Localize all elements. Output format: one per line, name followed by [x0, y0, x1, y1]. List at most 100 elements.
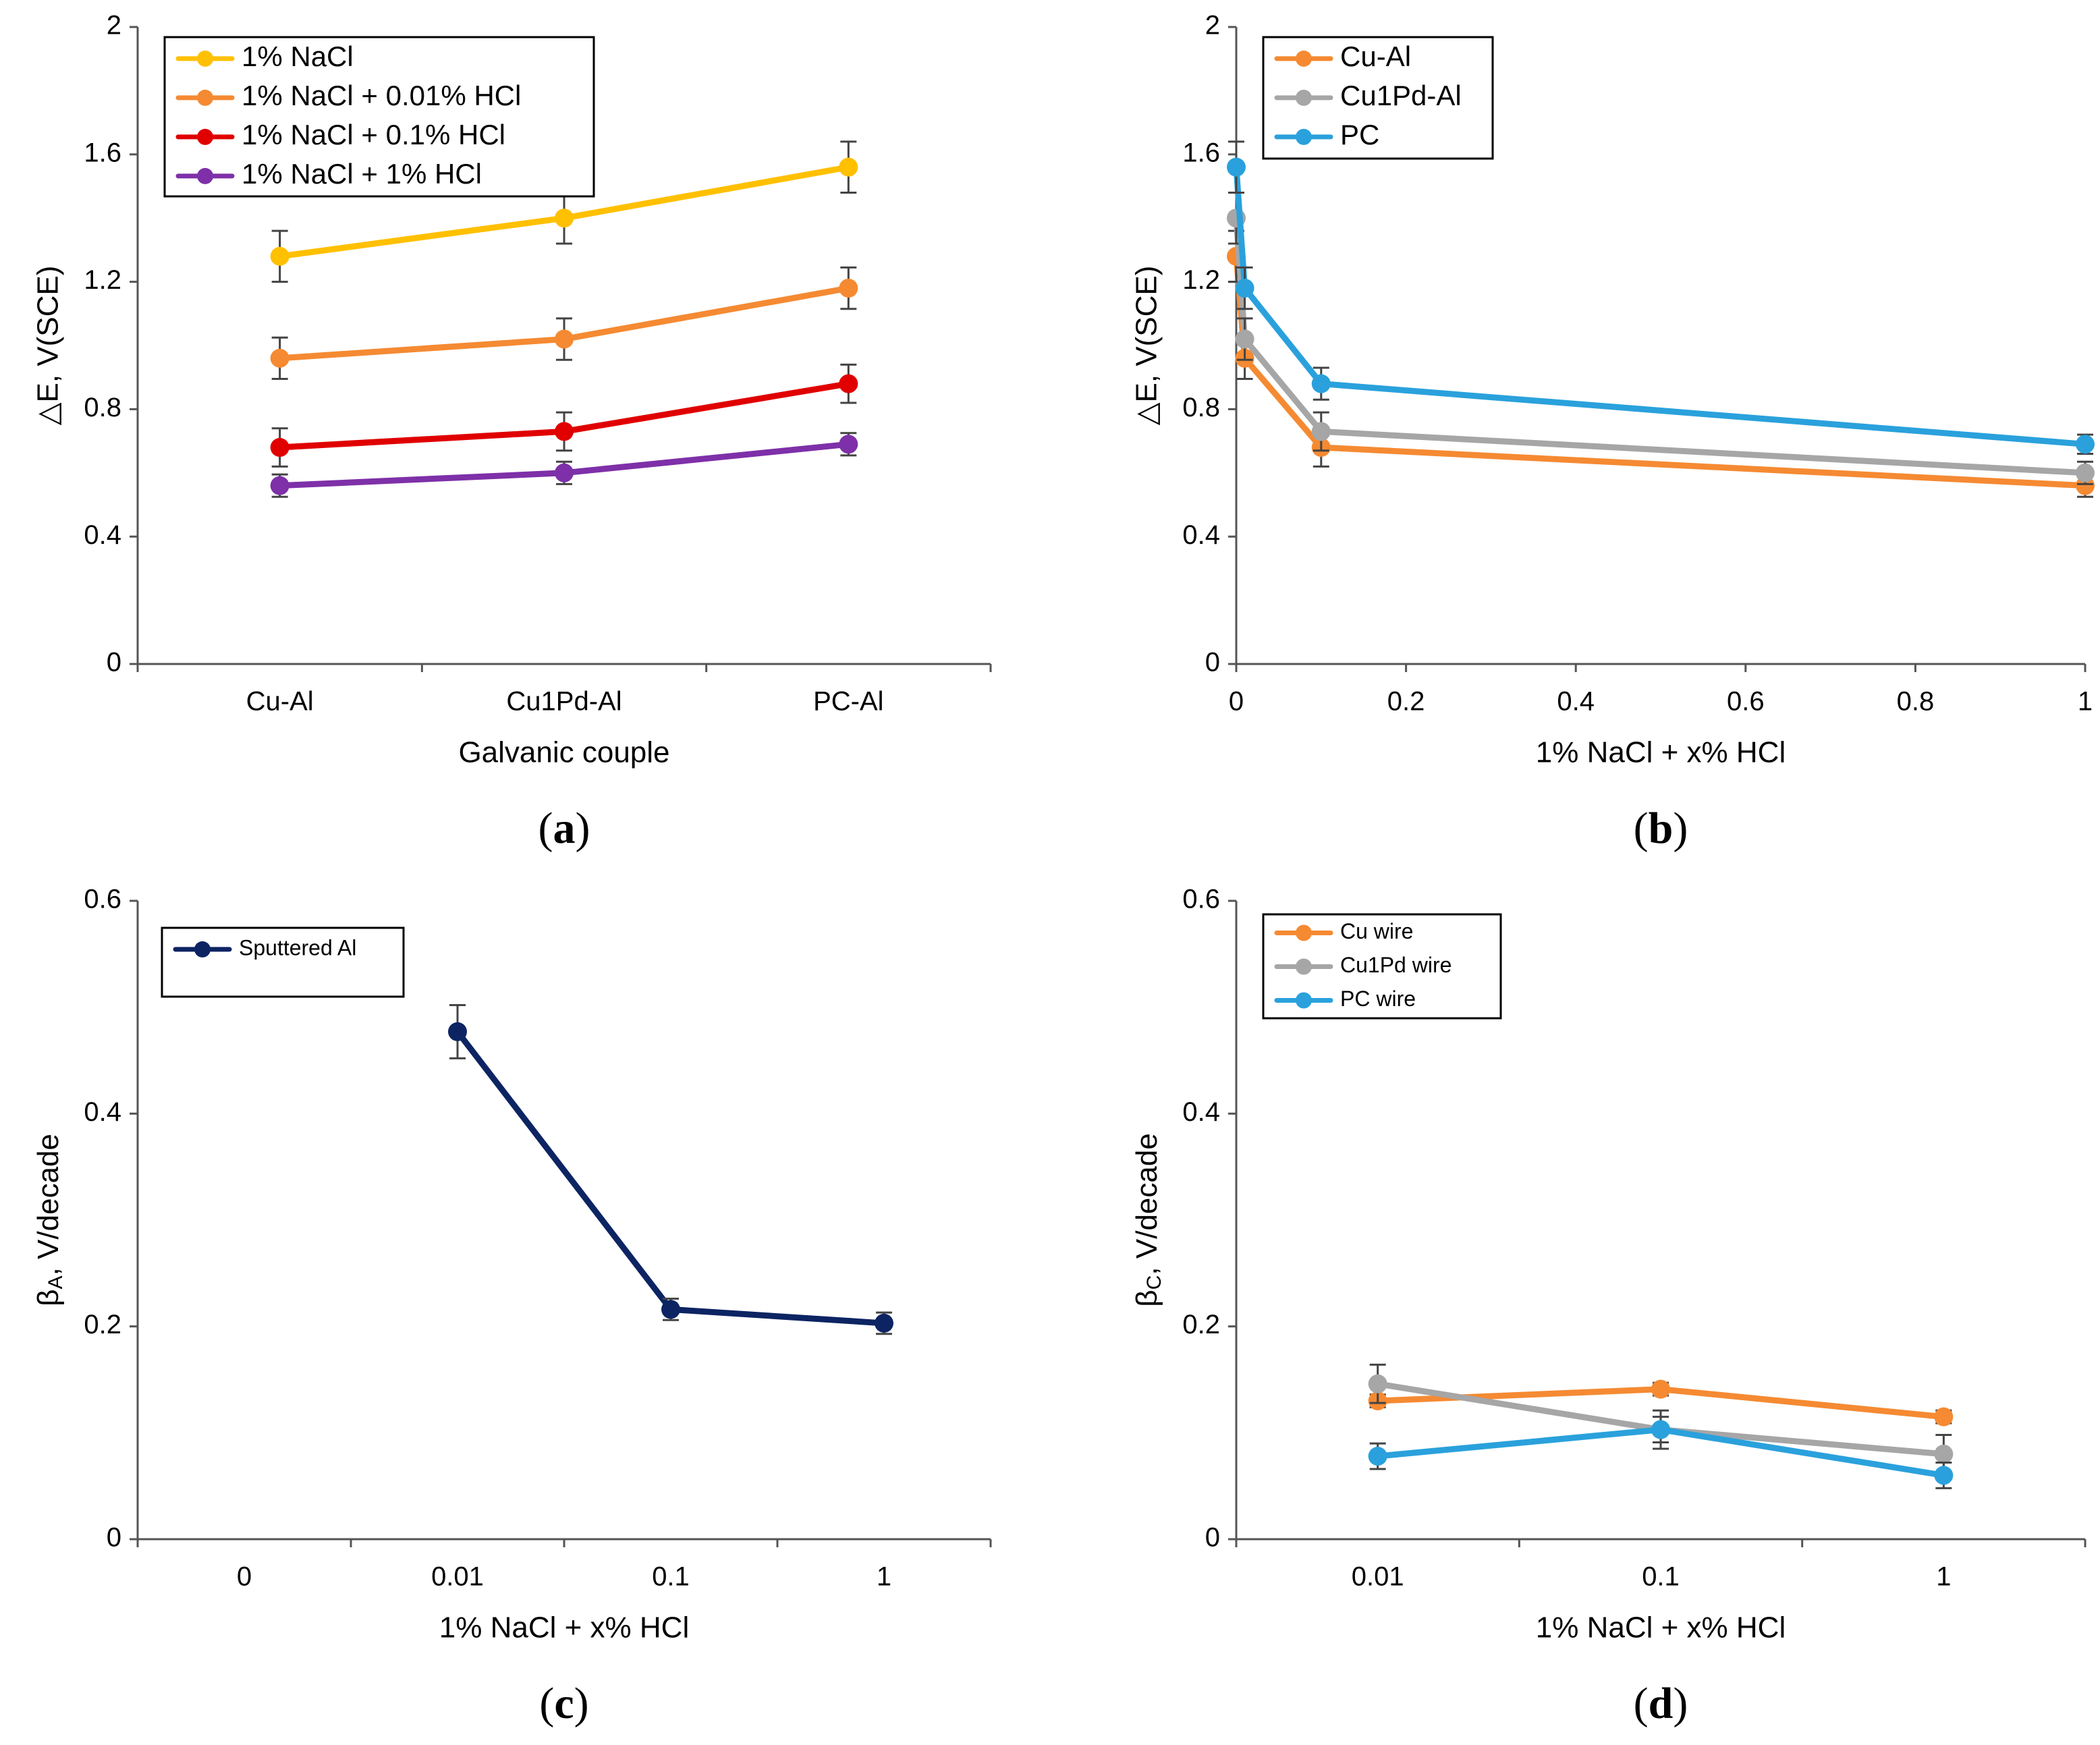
x-axis-title: 1% NaCl + x% HCl: [1536, 1611, 1786, 1644]
panel-label-open: (: [1634, 804, 1649, 853]
legend-box: [163, 36, 595, 198]
x-tick-label: 0.1: [1642, 1562, 1680, 1592]
panel-label-close: ): [1673, 1679, 1688, 1728]
legend: Cu-Al Cu1Pd-Al PC: [1262, 36, 1494, 160]
series-line: [1233, 215, 2089, 476]
panel-label: (c): [539, 1679, 588, 1728]
series-2: [270, 363, 858, 468]
legend-label: Cu1Pd-Al: [1340, 80, 1462, 111]
y-tick-label: 1.2: [1182, 265, 1220, 295]
legend-swatch-marker: [1296, 128, 1312, 145]
y-tick-label: 1.6: [1182, 138, 1220, 167]
legend-swatch-marker: [194, 941, 211, 958]
legend-label: PC wire: [1340, 987, 1416, 1011]
data-point: [1934, 1466, 1954, 1485]
x-tick-label: 1: [877, 1562, 891, 1592]
data-point: [839, 435, 858, 454]
x-tick-label: Cu1Pd-Al: [506, 687, 621, 717]
panel-d: 0 0.2 0.4 0.6 0.01 0.1 1 1% NaCl + x% HCl βC, V/…: [1130, 885, 2087, 1728]
series-1: [1227, 191, 2095, 485]
data-point: [839, 157, 858, 177]
y-axis-title: △E, V(SCE): [32, 266, 65, 426]
data-point: [555, 209, 574, 228]
x-axis-title: 1% NaCl + x% HCl: [1536, 736, 1786, 769]
legend-box: [161, 926, 405, 998]
y-tick-label: 0: [1205, 1523, 1220, 1553]
panel-label-close: ): [574, 1679, 589, 1728]
data-point: [1227, 157, 1246, 177]
series-2: [1368, 1416, 1954, 1489]
data-point: [270, 476, 289, 495]
y-tick-label: 0.6: [1182, 885, 1220, 914]
series-0: [270, 140, 858, 283]
x-tick-label: 0.8: [1897, 687, 1935, 717]
data-point: [555, 329, 574, 349]
data-point: [1235, 329, 1254, 349]
data-point: [555, 422, 574, 441]
panel-label: (a): [538, 804, 590, 853]
y-tick-label: 0: [1205, 648, 1220, 677]
legend-swatch-marker: [197, 128, 213, 145]
legend: Sputtered Al: [161, 926, 405, 998]
panel-label-close: ): [576, 804, 590, 853]
legend-label: Sputtered Al: [239, 935, 356, 960]
data-point: [839, 279, 858, 298]
x-tick-label: 0.4: [1557, 687, 1595, 717]
y-axis-title-rest: , V/decade: [1130, 1133, 1163, 1275]
data-point: [1651, 1379, 1670, 1399]
y-axis-title-subscript: C: [1143, 1275, 1165, 1290]
legend-label: 1% NaCl + 1% HCl: [242, 158, 482, 190]
y-axis-title: βC, V/decade: [1130, 1133, 1165, 1306]
y-tick-label: 0.8: [1182, 393, 1220, 422]
panel-b: 0 0.4 0.8 1.2 1.6 2 0 0.2 0.4 0.6 0.8 1 1% NaCl + x%…: [1130, 11, 2095, 853]
y-axis-title-symbol: β: [1130, 1290, 1163, 1306]
y-axis-title-symbol: β: [32, 1290, 65, 1306]
y-tick-label: 0.2: [1182, 1310, 1220, 1339]
data-point: [270, 348, 289, 368]
panel-label-letter: a: [553, 804, 576, 853]
series-3: [270, 432, 858, 498]
x-tick-label: 1: [1936, 1562, 1951, 1592]
series-0: [448, 1004, 893, 1335]
legend-label: Cu-Al: [1340, 40, 1411, 72]
legend-label: 1% NaCl + 0.01% HCl: [242, 80, 521, 111]
x-tick-label: 0.01: [431, 1562, 484, 1592]
data-point: [1651, 1420, 1670, 1439]
y-tick-label: 2: [107, 11, 121, 40]
series-0: [1227, 229, 2095, 498]
legend-swatch-marker: [197, 50, 213, 67]
data-point: [1368, 1447, 1387, 1466]
data-point: [448, 1022, 467, 1041]
panel-label-letter: d: [1649, 1679, 1674, 1728]
panel-c: 0 0.2 0.4 0.6 0 0.01 0.1 1 1% NaCl + x% HCl βA, V…: [32, 885, 992, 1728]
legend-swatch-marker: [1296, 89, 1312, 106]
panel-a: 0 0.4 0.8 1.2 1.6 2 Cu-Al Cu1Pd-Al PC-Al Galvanic…: [32, 11, 992, 853]
data-point: [2076, 463, 2095, 482]
data-point: [270, 246, 289, 266]
y-tick-label: 1.2: [84, 265, 121, 295]
data-point: [1934, 1407, 1954, 1427]
panel-label-open: (: [1634, 1679, 1649, 1728]
y-axis-title-rest: , V/decade: [32, 1134, 65, 1275]
y-tick-label: 0.4: [84, 520, 121, 550]
y-axis-title: △E, V(SCE): [1130, 266, 1163, 426]
x-axis-title: 1% NaCl + x% HCl: [439, 1611, 689, 1644]
x-tick-label: 0.2: [1387, 687, 1425, 717]
legend-swatch-marker: [1296, 50, 1312, 67]
y-axis-title: βA, V/decade: [32, 1134, 67, 1306]
y-tick-label: 0.4: [84, 1097, 121, 1127]
legend-label: 1% NaCl + 0.1% HCl: [242, 119, 505, 150]
data-point: [661, 1300, 680, 1319]
legend-label: 1% NaCl: [242, 40, 354, 72]
panel-label-open: (: [538, 804, 553, 853]
x-tick-label: 1: [2078, 687, 2093, 717]
data-point: [2076, 435, 2095, 454]
panel-label-letter: c: [554, 1679, 574, 1728]
panel-label-close: ): [1673, 804, 1688, 853]
legend-swatch-marker: [1296, 924, 1312, 941]
x-tick-label: 0: [237, 1562, 252, 1592]
y-tick-label: 0.6: [84, 885, 121, 914]
legend: 1% NaCl 1% NaCl + 0.01% HCl 1% NaCl + 0.1%…: [163, 36, 595, 198]
series-2: [1227, 140, 2095, 455]
